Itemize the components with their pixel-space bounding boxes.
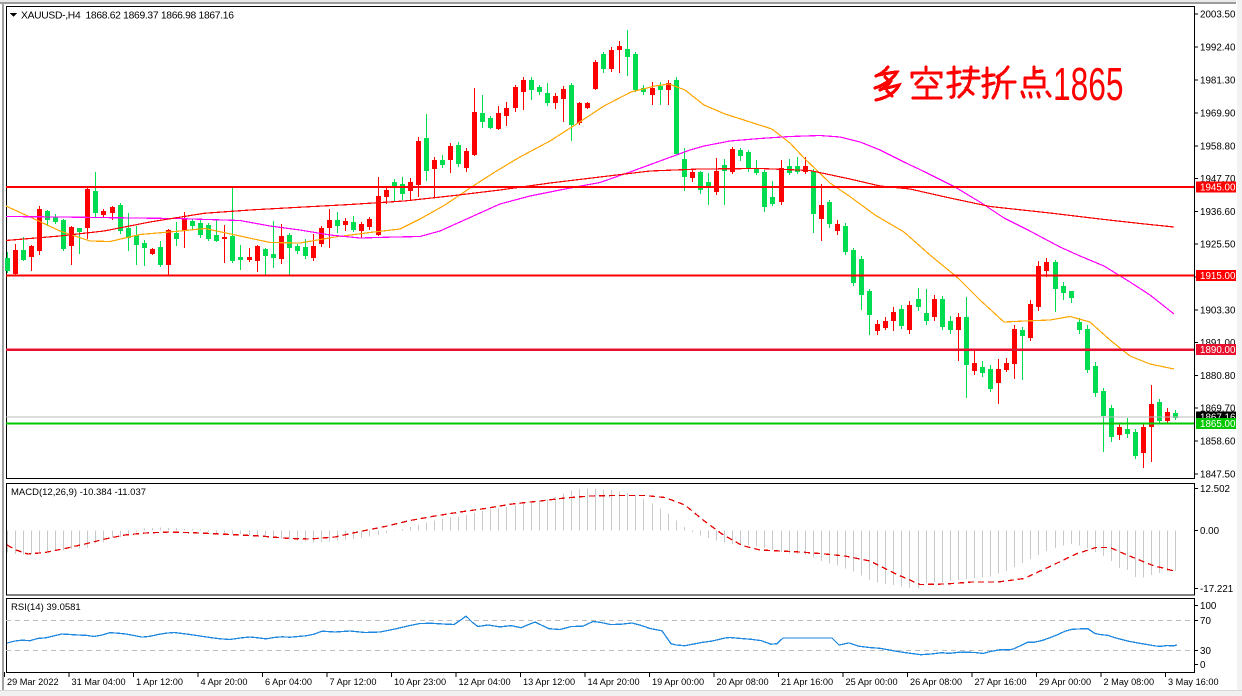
svg-text:29 Mar 2022: 29 Mar 2022 — [7, 677, 59, 687]
svg-text:1869.70: 1869.70 — [1200, 404, 1236, 415]
svg-text:12 Apr 04:00: 12 Apr 04:00 — [459, 677, 511, 687]
svg-text:25 Apr 00:00: 25 Apr 00:00 — [846, 677, 898, 687]
svg-text:-17.221: -17.221 — [1200, 584, 1233, 595]
svg-text:1958.80: 1958.80 — [1200, 142, 1236, 153]
svg-text:27 Apr 16:00: 27 Apr 16:00 — [975, 677, 1027, 687]
svg-text:1890.00: 1890.00 — [1200, 345, 1236, 356]
svg-text:1865.00: 1865.00 — [1200, 419, 1236, 430]
svg-text:1891.00: 1891.00 — [1200, 338, 1236, 349]
svg-text:0.00: 0.00 — [1200, 526, 1220, 537]
svg-text:1867.16: 1867.16 — [1200, 413, 1236, 424]
svg-text:1 Apr 12:00: 1 Apr 12:00 — [136, 677, 183, 687]
svg-text:XAUUSD-,H4 1868.62 1869.37 18: XAUUSD-,H4 1868.62 1869.37 1866.98 1867.… — [21, 11, 234, 22]
svg-text:0: 0 — [1200, 660, 1206, 671]
svg-text:1969.90: 1969.90 — [1200, 109, 1236, 120]
svg-text:1915.00: 1915.00 — [1200, 271, 1236, 282]
svg-text:1880.80: 1880.80 — [1200, 371, 1236, 382]
svg-text:1858.60: 1858.60 — [1200, 437, 1236, 448]
svg-text:12.502: 12.502 — [1200, 484, 1230, 495]
svg-text:3 May 16:00: 3 May 16:00 — [1168, 677, 1219, 687]
svg-text:26 Apr 08:00: 26 Apr 08:00 — [910, 677, 962, 687]
svg-text:14 Apr 20:00: 14 Apr 20:00 — [588, 677, 640, 687]
svg-text:19 Apr 00:00: 19 Apr 00:00 — [652, 677, 704, 687]
svg-text:7 Apr 12:00: 7 Apr 12:00 — [330, 677, 377, 687]
svg-text:1992.40: 1992.40 — [1200, 43, 1236, 54]
svg-text:31 Mar 04:00: 31 Mar 04:00 — [72, 677, 126, 687]
svg-text:1945.00: 1945.00 — [1200, 183, 1236, 194]
svg-text:1865: 1865 — [1053, 59, 1124, 110]
svg-text:1936.60: 1936.60 — [1200, 207, 1236, 218]
svg-text:100: 100 — [1200, 601, 1217, 612]
svg-text:4 Apr 20:00: 4 Apr 20:00 — [201, 677, 248, 687]
svg-text:20 Apr 08:00: 20 Apr 08:00 — [717, 677, 769, 687]
svg-text:2003.50: 2003.50 — [1200, 10, 1236, 21]
svg-text:6 Apr 04:00: 6 Apr 04:00 — [265, 677, 312, 687]
svg-text:1981.30: 1981.30 — [1200, 76, 1236, 87]
svg-text:2 May 08:00: 2 May 08:00 — [1104, 677, 1155, 687]
svg-text:RSI(14) 39.0581: RSI(14) 39.0581 — [11, 602, 81, 613]
svg-text:21 Apr 16:00: 21 Apr 16:00 — [781, 677, 833, 687]
svg-text:29 Apr 00:00: 29 Apr 00:00 — [1039, 677, 1091, 687]
svg-text:10 Apr 23:00: 10 Apr 23:00 — [394, 677, 446, 687]
svg-text:30: 30 — [1200, 646, 1211, 657]
svg-text:70: 70 — [1200, 616, 1211, 627]
svg-text:13 Apr 12:00: 13 Apr 12:00 — [523, 677, 575, 687]
svg-text:1947.70: 1947.70 — [1200, 174, 1236, 185]
svg-text:MACD(12,26,9) -10.384 -11.037: MACD(12,26,9) -10.384 -11.037 — [11, 487, 146, 498]
svg-text:1847.50: 1847.50 — [1200, 469, 1236, 480]
svg-text:1903.30: 1903.30 — [1200, 305, 1236, 316]
svg-text:1925.50: 1925.50 — [1200, 240, 1236, 251]
